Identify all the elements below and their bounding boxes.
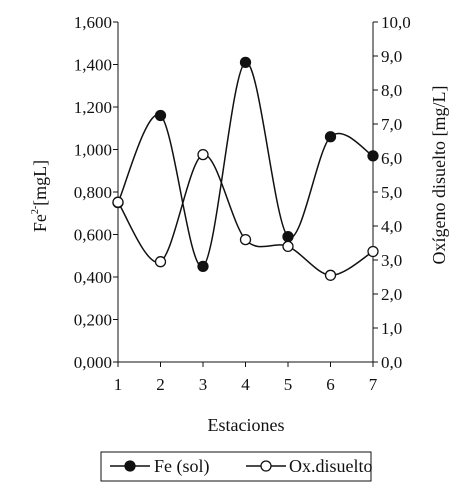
left-axis-title-superscript: 2- [30,206,41,214]
right-tick-label: 3,0 [381,251,402,270]
x-tick-label: 1 [114,375,123,394]
right-tick-label: 9,0 [381,47,402,66]
data-point-fe [324,131,337,143]
data-point-ox [197,148,209,161]
ticks-group: 0,000 0,200 0,400 0,600 0,800 1,000 1,200 1,400… [74,13,411,394]
left-axis-title: Fe2-[mgL] [30,160,50,232]
right-tick-label: 8,0 [381,81,402,100]
x-tick-label: 3 [199,375,208,394]
left-tick-label: 0,000 [74,353,112,372]
data-point-ox [367,245,379,258]
left-tick-label: 0,400 [74,268,112,287]
right-tick-label: 4,0 [381,217,402,236]
left-tick-label: 1,200 [74,98,112,117]
right-tick-label: 5,0 [381,183,402,202]
left-tick-label: 0,200 [74,311,112,330]
legend-fe-label: Fe (sol) [154,456,210,477]
left-axis-title-main: Fe [30,214,50,232]
left-tick-label: 0,600 [74,226,112,245]
left-tick-label: 1,000 [74,141,112,160]
x-tick-label: 7 [369,375,378,394]
series-line-ox [117,153,374,277]
axes-group [117,22,374,363]
series-group [112,56,379,281]
legend-fe-marker [124,460,136,472]
right-tick-label: 0,0 [381,353,402,372]
x-tick-label: 6 [326,375,335,394]
data-point-fe [367,150,379,162]
data-point-ox [239,233,252,246]
x-tick-label: 4 [241,375,250,394]
right-tick-label: 1,0 [381,319,402,338]
data-point-fe [282,230,294,243]
data-point-fe [239,56,252,69]
right-tick-label: 7,0 [381,115,402,134]
legend-ox-label: Ox.disuelto [289,456,373,476]
legend-ox-marker [260,460,272,472]
right-axis-title: Oxígeno disuelto [mg/L] [429,86,449,265]
left-tick-label: 1,400 [74,56,112,75]
data-point-ox [154,256,167,268]
x-axis-title: Estaciones [208,415,285,435]
data-point-fe [197,260,209,273]
x-tick-label: 2 [156,375,165,394]
left-tick-label: 1,600 [74,13,112,32]
data-point-ox [112,196,124,208]
right-tick-label: 10,0 [381,13,411,32]
left-tick-label: 0,800 [74,183,112,202]
data-point-ox [324,269,337,281]
right-tick-label: 2,0 [381,285,402,304]
legend: Fe (sol) Ox.disuelto [100,451,373,482]
x-tick-label: 5 [284,375,293,394]
data-point-ox [282,240,294,253]
left-axis-title-unit: [mgL] [30,160,50,206]
right-tick-label: 6,0 [381,149,402,168]
data-point-fe [154,109,167,122]
